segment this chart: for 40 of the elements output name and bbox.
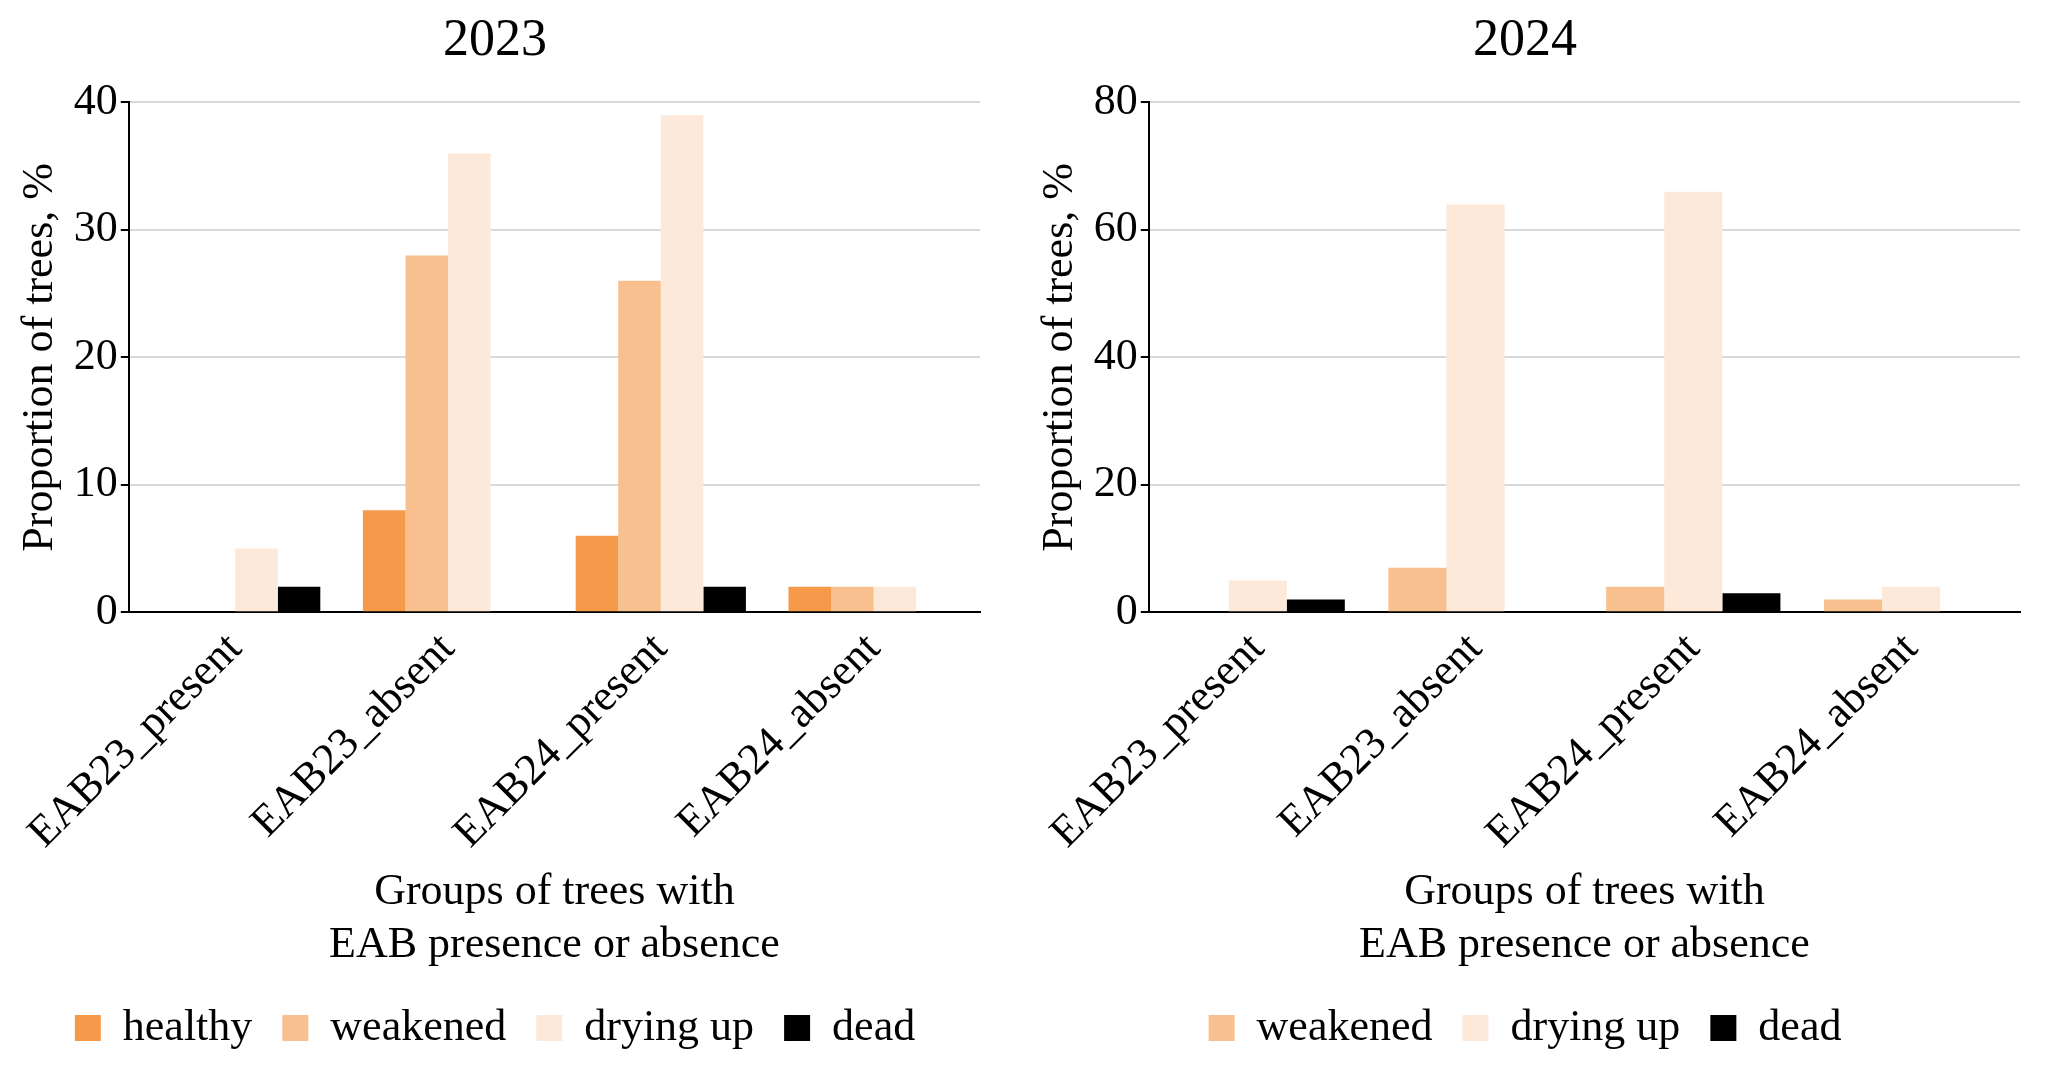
y-tick-label: 0	[1115, 584, 1138, 634]
bar	[1388, 567, 1447, 612]
bar	[788, 586, 832, 612]
y-tick-label: 20	[1093, 457, 1138, 507]
bar	[362, 510, 406, 612]
x-axis-title: Groups of trees with EAB presence or absence	[329, 865, 780, 968]
y-tick-label: 80	[1093, 74, 1138, 124]
bar	[1823, 599, 1883, 612]
y-tick-label: 0	[95, 584, 118, 634]
y-axis-title: Proportion of trees, %	[1032, 163, 1082, 552]
bar	[1882, 586, 1941, 612]
legend-label: drying up	[1510, 1000, 1681, 1050]
legend-label: weakened	[330, 1000, 507, 1050]
chart-title: 2024	[1473, 8, 1577, 66]
legend-label: healthy	[122, 1000, 253, 1050]
bar	[660, 115, 704, 612]
x-axis-title: Groups of trees with EAB presence or absence	[1359, 865, 1810, 968]
y-tick-label: 30	[73, 202, 118, 252]
bar	[873, 586, 917, 612]
legend-label: dead	[832, 1000, 916, 1050]
bar	[575, 535, 619, 612]
chart-title: 2023	[443, 8, 547, 66]
y-tick-label: 60	[1093, 202, 1138, 252]
legend-label: weakened	[1256, 1000, 1433, 1050]
bar	[831, 586, 874, 612]
y-tick-label: 40	[73, 74, 118, 124]
y-axis-title: Proportion of trees, %	[12, 163, 62, 552]
y-tick-label: 40	[1093, 329, 1138, 379]
legend-label: drying up	[584, 1000, 755, 1050]
bar	[1664, 191, 1723, 612]
bar	[1606, 586, 1665, 612]
y-tick-label: 10	[73, 457, 118, 507]
bar	[235, 548, 278, 612]
bar	[1446, 204, 1505, 612]
y-tick-label: 20	[73, 329, 118, 379]
bar	[405, 255, 448, 612]
legend-label: dead	[1758, 1000, 1842, 1050]
bar	[1228, 580, 1287, 612]
bar	[448, 153, 491, 612]
bar	[618, 280, 661, 612]
